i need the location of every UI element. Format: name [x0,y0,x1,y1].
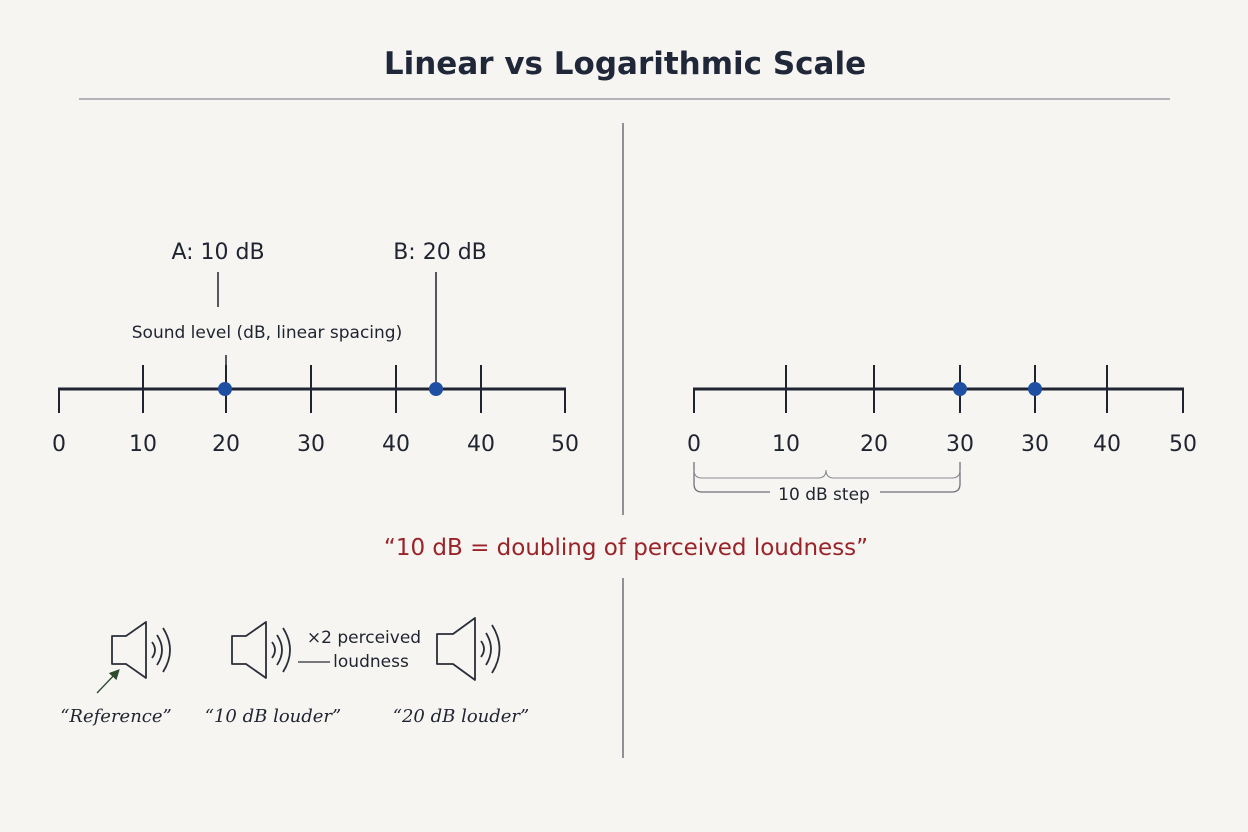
linear-axis-tick-label-5: 40 [467,432,495,457]
speaker-row: “Reference” “10 dB louder” ×2 perceived … [60,617,529,727]
speaker-icon [231,621,291,679]
linear-axis-tick-label-6: 50 [551,432,579,457]
linear-axis-tick-label-1: 10 [129,432,157,457]
log-axis-tick-labels: 0 10 20 30 30 40 50 [687,432,1197,457]
marker-b-label: B: 20 dB [393,240,487,265]
linear-scale-axis: 0 10 20 30 40 40 50 A: 10 dB Sound level (dB, … [52,240,579,457]
step-bracket-left [693,462,770,493]
marker-b-dot [429,382,443,396]
marker-a: A: 10 dB [171,240,265,396]
speaker-reference: “Reference” [60,621,172,727]
loudness-quote: “10 dB = doubling of perceived loudness” [384,535,868,561]
log-axis-tick-label-0: 0 [687,432,701,457]
speaker-caption-20db: “20 dB louder” [393,706,529,727]
logarithmic-scale-axis: 0 10 20 30 30 40 50 10 dB step [687,365,1197,505]
speaker-10db: “10 dB louder” [205,621,341,727]
log-axis-dot-1 [1028,382,1042,396]
speaker-icon [111,621,171,679]
speaker-caption-10db: “10 dB louder” [205,706,341,727]
step-brace [693,469,961,479]
log-axis-dots [953,382,1042,396]
speaker-caption-reference: “Reference” [60,706,172,727]
connector-label-line2: loudness [333,652,409,672]
log-axis-tick-label-4: 30 [1021,432,1049,457]
log-axis-tick-label-5: 40 [1093,432,1121,457]
log-axis-tick-label-3: 30 [946,432,974,457]
linear-axis-tick-label-3: 30 [297,432,325,457]
step-label: 10 dB step [778,485,870,505]
loudness-connector: ×2 perceived loudness [298,628,421,672]
marker-b: B: 20 dB [393,240,487,396]
log-axis-ticks [693,365,1184,413]
step-bracket-right [880,462,961,493]
reference-arrow-icon [96,669,120,694]
linear-axis-tick-label-2: 20 [212,432,240,457]
log-axis-dot-0 [953,382,967,396]
speaker-icon [436,617,501,681]
log-axis-tick-label-1: 10 [772,432,800,457]
linear-axis-title: Sound level (dB, linear spacing) [132,323,402,343]
marker-a-label: A: 10 dB [171,240,264,265]
speaker-20db: “20 dB louder” [393,617,529,727]
page-title: Linear vs Logarithmic Scale [384,46,866,82]
linear-axis-tick-labels: 0 10 20 30 40 40 50 [52,432,579,457]
connector-label-line1: ×2 perceived [307,628,421,648]
marker-a-dot [218,382,232,396]
linear-axis-tick-label-4: 40 [382,432,410,457]
log-axis-tick-label-2: 20 [860,432,888,457]
step-bracket: 10 dB step [693,462,961,505]
linear-axis-tick-label-0: 0 [52,432,66,457]
log-axis-tick-label-6: 50 [1169,432,1197,457]
